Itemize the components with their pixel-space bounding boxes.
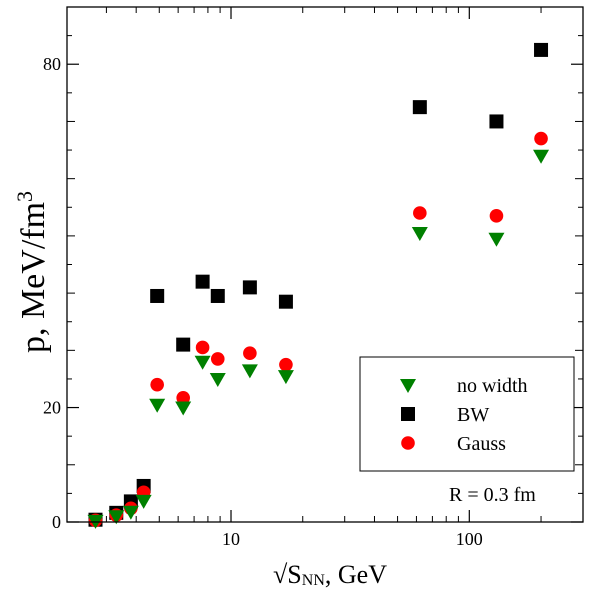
radius-annotation: R = 0.3 fm — [449, 484, 536, 506]
data-point — [279, 357, 293, 372]
plot-frame — [66, 6, 584, 523]
data-point — [278, 294, 293, 309]
legend-marker — [401, 407, 415, 421]
axis-ticks: 10 100 0 20 80 — [43, 7, 583, 549]
data-markers — [87, 42, 550, 529]
data-point — [277, 370, 294, 385]
data-point — [413, 206, 427, 220]
data-point — [135, 494, 152, 509]
data-point — [175, 401, 192, 416]
data-point — [489, 114, 504, 129]
legend: no width BW Gauss — [359, 356, 575, 472]
data-point — [209, 372, 226, 387]
data-point — [149, 398, 166, 413]
data-point — [412, 100, 427, 115]
data-point — [176, 337, 191, 352]
legend-marker — [401, 436, 415, 450]
data-point — [243, 346, 257, 360]
x-axis-title: √SNN, GeV — [273, 560, 387, 589]
data-point — [242, 280, 257, 295]
data-point — [210, 352, 225, 366]
data-point — [194, 355, 211, 370]
y-axis-title: p, MeV/fm3 — [12, 191, 52, 353]
data-point — [489, 209, 504, 223]
legend-label: no width — [457, 375, 528, 397]
data-point — [534, 42, 549, 57]
data-point — [176, 391, 190, 405]
legend-box — [359, 356, 575, 472]
data-point — [488, 232, 505, 247]
legend-label: Gauss — [457, 433, 506, 455]
data-point — [533, 149, 550, 164]
data-point — [150, 377, 164, 392]
data-point — [108, 510, 125, 525]
series-no-width — [87, 149, 550, 529]
data-point — [195, 274, 210, 289]
data-point — [150, 288, 165, 303]
data-point — [534, 131, 548, 146]
legend-marker — [400, 379, 416, 393]
data-point — [241, 364, 258, 379]
y-tick-label: 80 — [43, 54, 61, 74]
data-point — [411, 227, 428, 242]
data-point — [210, 288, 225, 303]
data-point — [122, 505, 139, 520]
data-point — [195, 340, 210, 355]
y-tick-label: 0 — [52, 512, 61, 532]
x-tick-label: 100 — [456, 529, 483, 549]
y-tick-label: 20 — [43, 398, 61, 418]
x-tick-label: 10 — [222, 529, 240, 549]
legend-label: BW — [457, 404, 489, 426]
